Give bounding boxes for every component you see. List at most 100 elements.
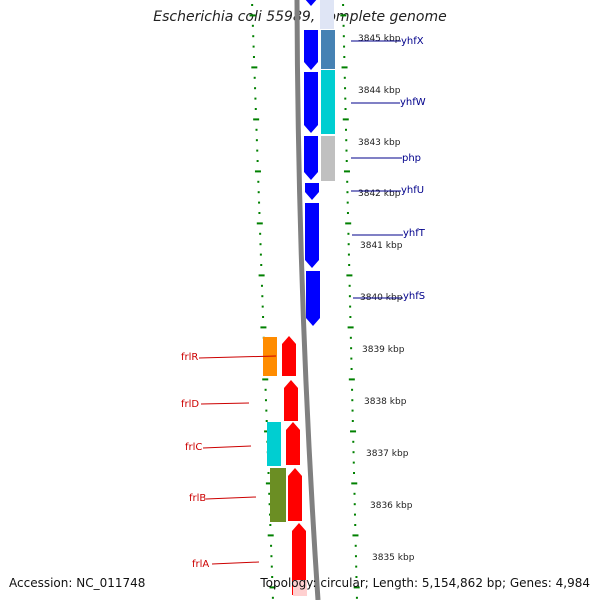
forward-cds-arrow	[305, 183, 319, 200]
tick-mark	[269, 524, 272, 526]
gene-label-yhfX: yhfX	[401, 36, 424, 47]
gene-leader-line	[198, 355, 277, 359]
tick-mark	[348, 264, 351, 266]
scale-label: 3838 kbp	[364, 397, 407, 407]
cog-box-yhfX	[321, 30, 335, 69]
tick-mark	[352, 461, 355, 464]
gene-leader-line	[200, 402, 250, 405]
tick-mark	[347, 253, 350, 256]
tick-mark	[349, 336, 352, 339]
tick-mark	[267, 472, 270, 474]
tick-mark	[264, 399, 267, 402]
scale-label: 3842 kbp	[358, 189, 401, 199]
tick-mark	[350, 347, 353, 350]
tick-mark	[260, 326, 267, 329]
tick-mark	[346, 180, 349, 183]
tick-mark	[342, 24, 345, 27]
feature-shadow	[293, 580, 307, 596]
tick-mark	[255, 128, 258, 131]
tick-mark	[351, 482, 358, 485]
tick-mark	[342, 4, 345, 6]
tick-mark	[265, 482, 272, 485]
tick-mark	[348, 284, 351, 287]
tick-mark	[270, 565, 273, 568]
scale-label: 3844 kbp	[358, 86, 401, 96]
tick-mark	[353, 513, 356, 516]
tick-mark	[251, 24, 254, 27]
gene-leader-line	[205, 496, 257, 500]
tick-mark	[344, 97, 347, 100]
tick-mark	[264, 388, 267, 391]
tick-mark	[346, 212, 349, 214]
scale-label: 3843 kbp	[358, 138, 401, 148]
forward-cds-arrow	[304, 136, 318, 180]
tick-mark	[271, 596, 274, 599]
reverse-cds-arrow	[286, 422, 300, 465]
tick-mark	[252, 35, 255, 38]
tick-mark	[351, 388, 354, 391]
tick-mark	[352, 451, 355, 454]
gene-label-yhfT: yhfT	[403, 228, 426, 239]
reverse-cds-arrow	[284, 380, 298, 421]
tick-mark	[259, 253, 262, 256]
tick-mark	[268, 513, 271, 516]
tick-mark	[261, 305, 264, 308]
tick-mark	[270, 544, 273, 547]
tick-mark	[346, 191, 349, 194]
tick-mark	[349, 305, 352, 308]
tick-mark	[258, 212, 261, 214]
gene-label-yhfW: yhfW	[400, 97, 426, 108]
tick-mark	[344, 87, 347, 90]
right-tick-ring	[340, 4, 360, 599]
gene-label-frlA: frlA	[192, 559, 209, 570]
tick-mark	[354, 524, 357, 526]
gene-label-frlR: frlR	[181, 352, 198, 363]
tick-mark	[259, 243, 262, 246]
tick-mark	[256, 222, 263, 225]
tick-mark	[340, 14, 347, 17]
tick-mark	[259, 232, 262, 235]
map-title: Escherichia coli 55989, complete genome	[153, 9, 447, 25]
tick-mark	[260, 264, 263, 266]
tick-mark	[354, 555, 357, 558]
tick-mark	[251, 4, 254, 6]
gene-label-yhfS: yhfS	[403, 291, 425, 302]
tick-mark	[353, 586, 360, 589]
tick-mark	[344, 108, 347, 110]
tick-mark	[252, 45, 255, 48]
tick-mark	[269, 586, 276, 589]
tick-mark	[253, 118, 260, 121]
tick-mark	[343, 170, 350, 173]
tick-mark	[268, 492, 271, 495]
reverse-cds-arrow	[282, 336, 296, 376]
tick-mark	[343, 45, 346, 48]
tick-mark	[349, 316, 352, 318]
tick-mark	[345, 160, 348, 162]
tick-mark	[257, 180, 260, 183]
tick-mark	[350, 357, 353, 360]
tick-mark	[268, 503, 271, 506]
tick-mark	[345, 139, 348, 142]
tick-mark	[351, 420, 354, 422]
gene-label-frlB: frlB	[189, 493, 206, 504]
tick-mark	[254, 87, 257, 90]
tick-mark	[270, 555, 273, 558]
tick-mark	[343, 76, 346, 79]
tick-mark	[347, 243, 350, 246]
reverse-cds-arrow	[288, 468, 302, 521]
cog-box-php	[321, 136, 335, 181]
tick-mark	[346, 201, 349, 204]
scale-label: 3835 kbp	[372, 553, 415, 563]
tick-mark	[345, 149, 348, 152]
scale-label: 3841 kbp	[360, 241, 403, 251]
tick-mark	[257, 191, 260, 194]
gene-label-frlD: frlD	[181, 399, 199, 410]
tick-mark	[355, 596, 358, 599]
genome-backbone	[294, 0, 321, 600]
tick-mark	[342, 35, 345, 38]
tick-mark	[352, 534, 359, 537]
tick-mark	[343, 56, 346, 58]
tick-mark	[348, 378, 355, 381]
forward-cds-arrow	[306, 271, 320, 326]
